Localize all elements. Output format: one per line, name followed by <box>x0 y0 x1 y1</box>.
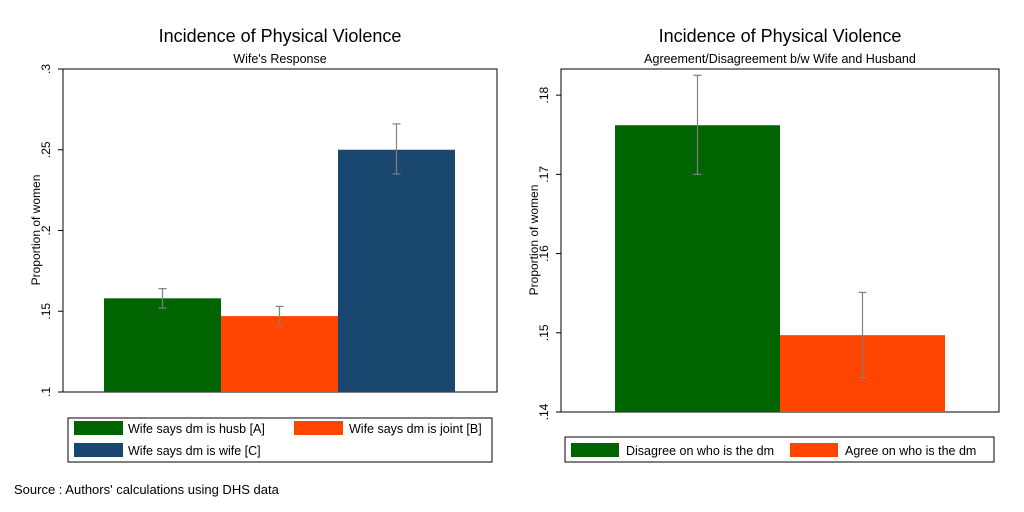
legend-label-wife: Wife says dm is wife [C] <box>128 444 261 458</box>
left-y-tick-label: .1 <box>39 387 53 397</box>
right-y-tick-label: .14 <box>537 403 551 420</box>
chart-right-legend-frame <box>564 436 995 463</box>
legend-swatch-joint <box>294 421 343 435</box>
legend-swatch-wife <box>74 443 123 457</box>
left-bar <box>338 149 455 392</box>
chart-right-title: Incidence of Physical Violence <box>659 26 902 46</box>
right-y-tick-label: .15 <box>537 324 551 341</box>
right-y-tick-label: .16 <box>537 245 551 262</box>
legend-swatch-agree <box>790 443 838 457</box>
legend-label-husb: Wife says dm is husb [A] <box>128 422 265 436</box>
legend-label-joint: Wife says dm is joint [B] <box>349 422 482 436</box>
chart-left-legend-frame <box>67 417 493 463</box>
left-y-tick-label: .15 <box>39 303 53 320</box>
left-y-tick-label: .2 <box>39 225 53 235</box>
chart-left-title: Incidence of Physical Violence <box>159 26 402 46</box>
left-bar <box>221 316 338 392</box>
chart-left-subtitle: Wife's Response <box>233 52 326 66</box>
right-y-tick-label: .18 <box>537 86 551 103</box>
chart-left-y-axis-label: Proportion of women <box>29 175 43 286</box>
chart-left-y-axis: .1 .15 .2 .25 .3 <box>39 64 63 397</box>
chart-right-bars <box>615 74 945 412</box>
legend-label-agree: Agree on who is the dm <box>845 444 976 458</box>
chart-left-bars <box>104 123 455 392</box>
chart-right-y-axis: .14 .15 .16 .17 .18 <box>537 86 561 420</box>
source-note: Source : Authors' calculations using DHS… <box>14 482 279 497</box>
legend-swatch-husb <box>74 421 123 435</box>
left-bar <box>104 298 221 392</box>
chart-right-y-axis-label: Proportion of women <box>527 185 541 296</box>
chart-left: Incidence of Physical Violence Wife's Re… <box>29 26 498 463</box>
chart-right-subtitle: Agreement/Disagreement b/w Wife and Husb… <box>644 52 916 66</box>
legend-swatch-disagree <box>571 443 619 457</box>
left-y-tick-label: .3 <box>39 64 53 74</box>
figure-canvas: Incidence of Physical Violence Wife's Re… <box>29 26 1000 463</box>
legend-label-disagree: Disagree on who is the dm <box>626 444 774 458</box>
left-y-tick-label: .25 <box>39 141 53 158</box>
right-y-tick-label: .17 <box>537 166 551 183</box>
chart-right: Incidence of Physical Violence Agreement… <box>527 26 1000 463</box>
